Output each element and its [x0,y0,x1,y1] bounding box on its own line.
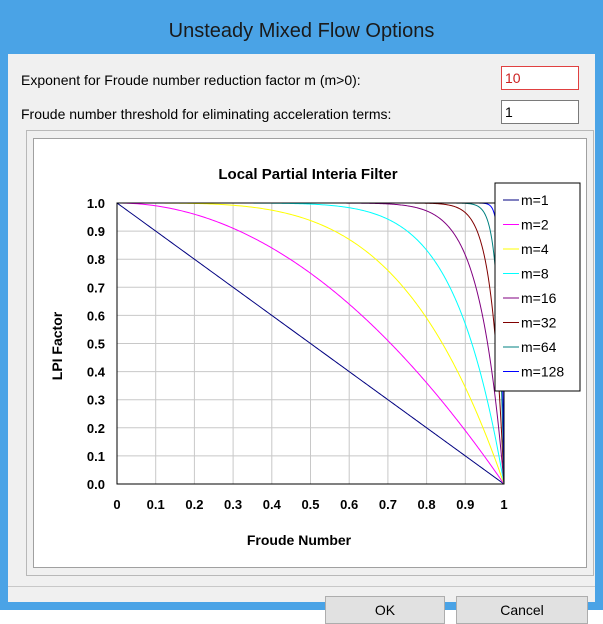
lpi-chart: Local Partial Interia Filter 0 0.1 0.2 0.3 0… [49,166,581,548]
x-tick-label: 0.7 [379,497,397,512]
x-tick-label: 0.2 [185,497,203,512]
chart-legend: m=1 m=2 m=4 m=8 m=16 m=32 m=64 m=128 [494,182,581,392]
x-tick-label: 0.1 [147,497,165,512]
title-bar[interactable]: Unsteady Mixed Flow Options [0,0,603,54]
chart-grid [117,203,504,484]
x-tick-label: 0.4 [263,497,282,512]
ok-button[interactable]: OK [325,596,445,624]
legend-entry: m=128 [521,364,564,380]
y-tick-label: 0.4 [87,365,106,380]
chart-title: Local Partial Interia Filter [218,166,397,183]
y-axis-ticks: 0.0 0.1 0.2 0.3 0.4 0.5 0.6 0.7 0.8 0.9 1.0 [87,196,106,492]
x-tick-label: 1 [500,497,507,512]
x-tick-label: 0.6 [340,497,358,512]
y-tick-label: 0.3 [87,393,105,408]
series-line-m-2 [116,202,505,485]
ok-button-label: OK [374,602,396,618]
froude-threshold-label: Froude number threshold for eliminating … [21,106,392,122]
legend-entry: m=32 [521,315,557,331]
y-tick-label: 0.9 [87,224,105,239]
legend-entry: m=2 [521,217,549,233]
series-line-m-4 [117,202,505,485]
legend-box [494,182,581,392]
x-axis-ticks: 0 0.1 0.2 0.3 0.4 0.5 0.6 0.7 0.8 0.9 1 [113,497,507,512]
y-tick-label: 0.5 [87,337,105,352]
x-tick-label: 0.5 [301,497,319,512]
y-tick-label: 0.8 [87,252,105,267]
plot-panel [26,130,594,576]
cancel-button-label: Cancel [500,602,544,618]
y-tick-label: 1.0 [87,196,105,211]
y-tick-label: 0.6 [87,308,105,323]
x-tick-label: 0 [113,497,120,512]
m-exponent-label: Exponent for Froude number reduction fac… [21,72,361,88]
legend-entry: m=64 [521,339,557,355]
y-tick-label: 0.2 [87,421,105,436]
legend-entry: m=8 [521,266,549,282]
y-tick-label: 0.7 [87,280,105,295]
m-exponent-input[interactable] [501,66,579,90]
x-tick-label: 0.3 [224,497,242,512]
legend-entry: m=16 [521,290,557,306]
x-axis-label: Froude Number [247,532,352,548]
legend-entry: m=4 [521,241,549,257]
y-tick-label: 0.0 [87,477,105,492]
froude-threshold-input[interactable] [501,100,579,124]
y-axis-label: LPI Factor [49,311,65,380]
legend-entry: m=1 [521,192,549,208]
footer-divider [8,586,595,587]
x-tick-label: 0.8 [418,497,436,512]
window-title: Unsteady Mixed Flow Options [168,20,435,42]
chart-area: Local Partial Interia Filter 0 0.1 0.2 0.3 0… [33,138,587,568]
x-tick-label: 0.9 [456,497,474,512]
series-line-m-1 [116,202,505,485]
y-tick-label: 0.1 [87,449,105,464]
cancel-button[interactable]: Cancel [456,596,588,624]
